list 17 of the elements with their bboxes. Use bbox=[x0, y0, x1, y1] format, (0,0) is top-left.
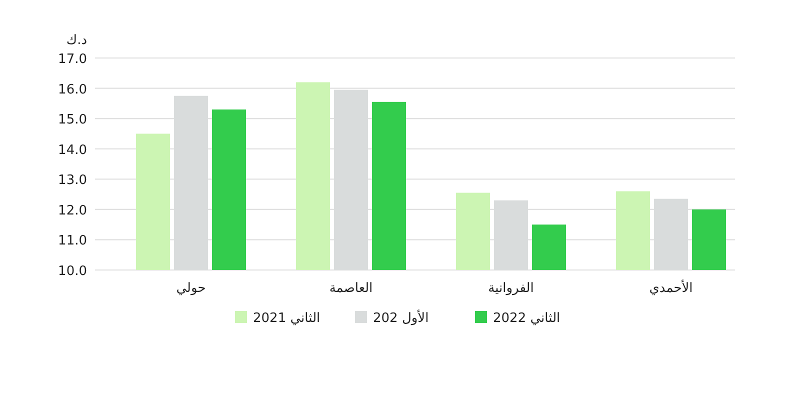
x-tick-label: الفروانية bbox=[488, 281, 534, 296]
legend-label: الثاني 2021 bbox=[253, 311, 320, 326]
y-axis-title: د.ك bbox=[66, 33, 88, 48]
y-tick-label: 13.0 bbox=[58, 173, 87, 188]
legend-label: الثاني 2022 bbox=[493, 311, 560, 326]
x-tick-label: الأحمدي bbox=[649, 279, 693, 296]
y-tick-label: 14.0 bbox=[58, 142, 87, 158]
y-tick-label: 16.0 bbox=[58, 82, 87, 98]
x-tick-label: العاصمة bbox=[329, 281, 373, 296]
y-tick-label: 15.0 bbox=[58, 112, 87, 128]
y-tick-label: 12.0 bbox=[58, 203, 87, 218]
y-tick-label: 11.0 bbox=[58, 234, 87, 249]
legend-label: الأول 202 bbox=[373, 309, 429, 326]
legend: الثاني 2021 الأول 202 الثاني 2022 bbox=[235, 311, 560, 326]
y-tick-label: 17.0 bbox=[58, 52, 87, 67]
y-tick-label: 10.0 bbox=[58, 264, 87, 279]
x-tick-label: حولي bbox=[176, 281, 206, 296]
